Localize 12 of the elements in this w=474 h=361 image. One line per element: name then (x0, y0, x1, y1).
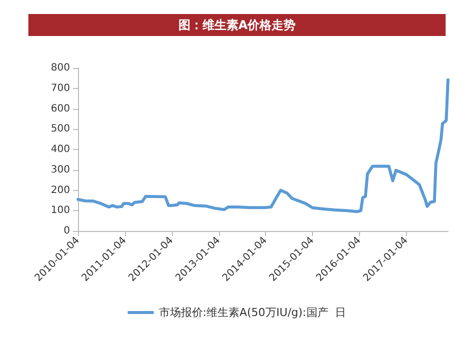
chart-title: 图：维生素A价格走势 (178, 18, 296, 32)
line-series (76, 78, 450, 214)
y-tick-label: 500 (50, 124, 70, 135)
y-tick-label: 800 (50, 62, 70, 74)
legend-label: 市场报价:维生素A(50万IU/g):国产 日 (158, 306, 346, 319)
y-tick-label: 400 (50, 144, 70, 155)
y-tick-label: 600 (50, 103, 70, 114)
y-tick-label: 200 (50, 184, 70, 196)
y-tick-label: 100 (50, 205, 70, 216)
y-tick-label: 700 (50, 82, 70, 94)
y-tick-label: 0 (64, 226, 70, 236)
y-tick-label: 300 (50, 164, 70, 176)
